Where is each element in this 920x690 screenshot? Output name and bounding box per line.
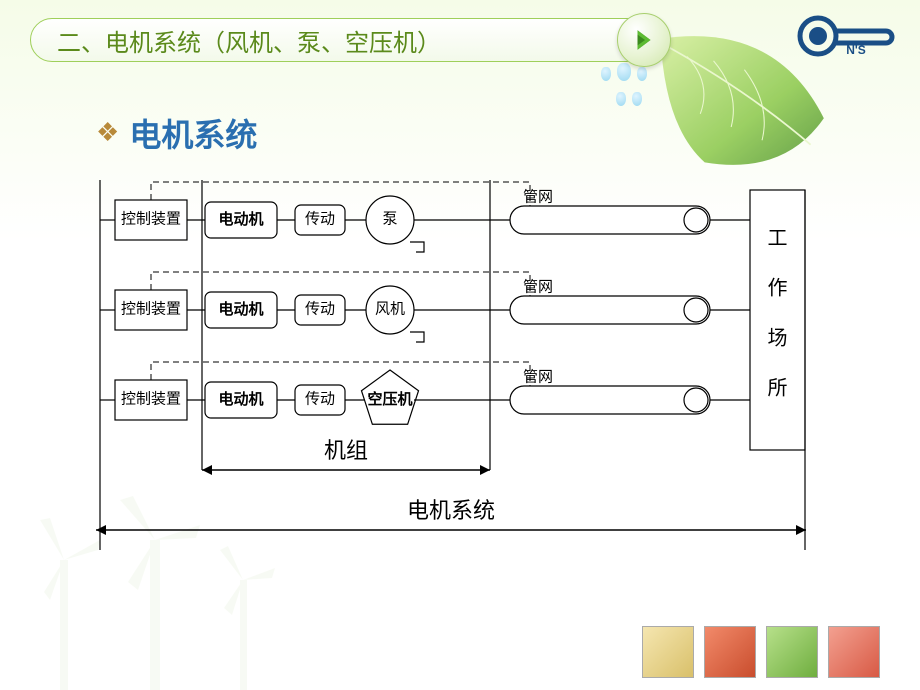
thumbnail-3[interactable] [766, 626, 818, 678]
thumbnail-2[interactable] [704, 626, 756, 678]
svg-text:管网: 管网 [523, 368, 553, 385]
svg-text:传动: 传动 [305, 390, 335, 407]
svg-text:管网: 管网 [523, 188, 553, 205]
thumbnail-1[interactable] [642, 626, 694, 678]
svg-text:工: 工 [768, 228, 788, 250]
svg-text:空压机: 空压机 [367, 390, 412, 408]
svg-text:控制装置: 控制装置 [121, 300, 181, 317]
svg-text:传动: 传动 [305, 300, 335, 317]
svg-text:所: 所 [768, 377, 788, 400]
svg-text:作: 作 [768, 277, 788, 300]
svg-text:N'S: N'S [846, 43, 866, 57]
svg-text:电动机: 电动机 [218, 210, 263, 228]
section-heading: ❖ 电机系统 [96, 110, 257, 156]
cnis-logo: N'S [796, 14, 896, 58]
svg-text:电动机: 电动机 [218, 300, 263, 318]
slide-header: 二、电机系统（风机、泵、空压机） [30, 18, 660, 62]
water-droplets-decoration [598, 60, 650, 114]
svg-text:泵: 泵 [382, 211, 397, 227]
motor-system-diagram: 工作场所控制装置电动机传动泵管网控制装置电动机传动风机管网控制装置电动机传动空压… [90, 170, 830, 580]
svg-text:管网: 管网 [523, 278, 553, 295]
svg-text:机组: 机组 [324, 438, 368, 463]
thumbnail-strip [642, 626, 880, 678]
next-arrow-button[interactable] [617, 13, 671, 67]
svg-text:场: 场 [768, 327, 788, 350]
svg-text:控制装置: 控制装置 [121, 210, 181, 227]
slide-title: 二、电机系统（风机、泵、空压机） [57, 23, 441, 58]
thumbnail-4[interactable] [828, 626, 880, 678]
svg-text:电机系统: 电机系统 [407, 498, 495, 523]
bullet-icon: ❖ [96, 118, 119, 148]
svg-text:电动机: 电动机 [218, 390, 263, 408]
svg-text:风机: 风机 [375, 300, 405, 317]
section-title-text: 电机系统 [129, 110, 257, 156]
arrow-right-icon [631, 27, 657, 53]
svg-text:传动: 传动 [305, 210, 335, 227]
svg-text:控制装置: 控制装置 [121, 390, 181, 407]
